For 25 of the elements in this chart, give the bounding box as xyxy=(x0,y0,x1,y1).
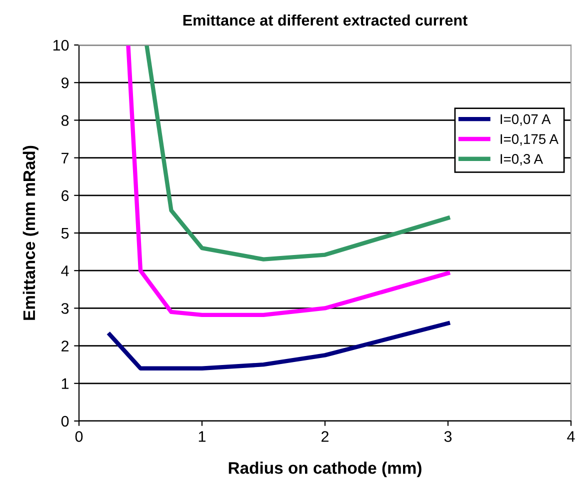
y-tick-label: 1 xyxy=(62,378,69,389)
y-axis-title: Emittance (mm mRad) xyxy=(22,146,38,320)
line-series xyxy=(126,45,450,318)
line-series xyxy=(144,45,450,262)
legend-label: I=0,175 A xyxy=(500,134,558,146)
x-tick-label: 4 xyxy=(567,431,575,442)
x-axis-title: Radius on cathode (mm) xyxy=(228,462,422,478)
y-tick-label: 2 xyxy=(62,340,69,352)
y-tick-label: 4 xyxy=(61,266,69,276)
line-series xyxy=(108,321,450,370)
y-tick-label: 5 xyxy=(61,228,69,239)
y-tick-label: 7 xyxy=(62,152,69,164)
x-tick-label: 2 xyxy=(322,431,328,442)
y-tick-label: 9 xyxy=(62,77,69,88)
x-tick-label: 1 xyxy=(198,431,206,442)
y-tick-label: 6 xyxy=(62,190,69,202)
chart-title: Emittance at different extracted current xyxy=(183,14,468,26)
legend-label: I=0,3 A xyxy=(500,154,544,166)
y-tick-label: 8 xyxy=(61,115,69,126)
y-tick-label: 0 xyxy=(61,416,69,427)
legend-label: I=0,07 A xyxy=(500,114,551,126)
y-tick-label: 3 xyxy=(61,303,69,314)
y-tick-label: 10 xyxy=(53,40,69,51)
x-tick-label: 3 xyxy=(444,431,452,442)
x-tick-label: 0 xyxy=(75,431,83,442)
